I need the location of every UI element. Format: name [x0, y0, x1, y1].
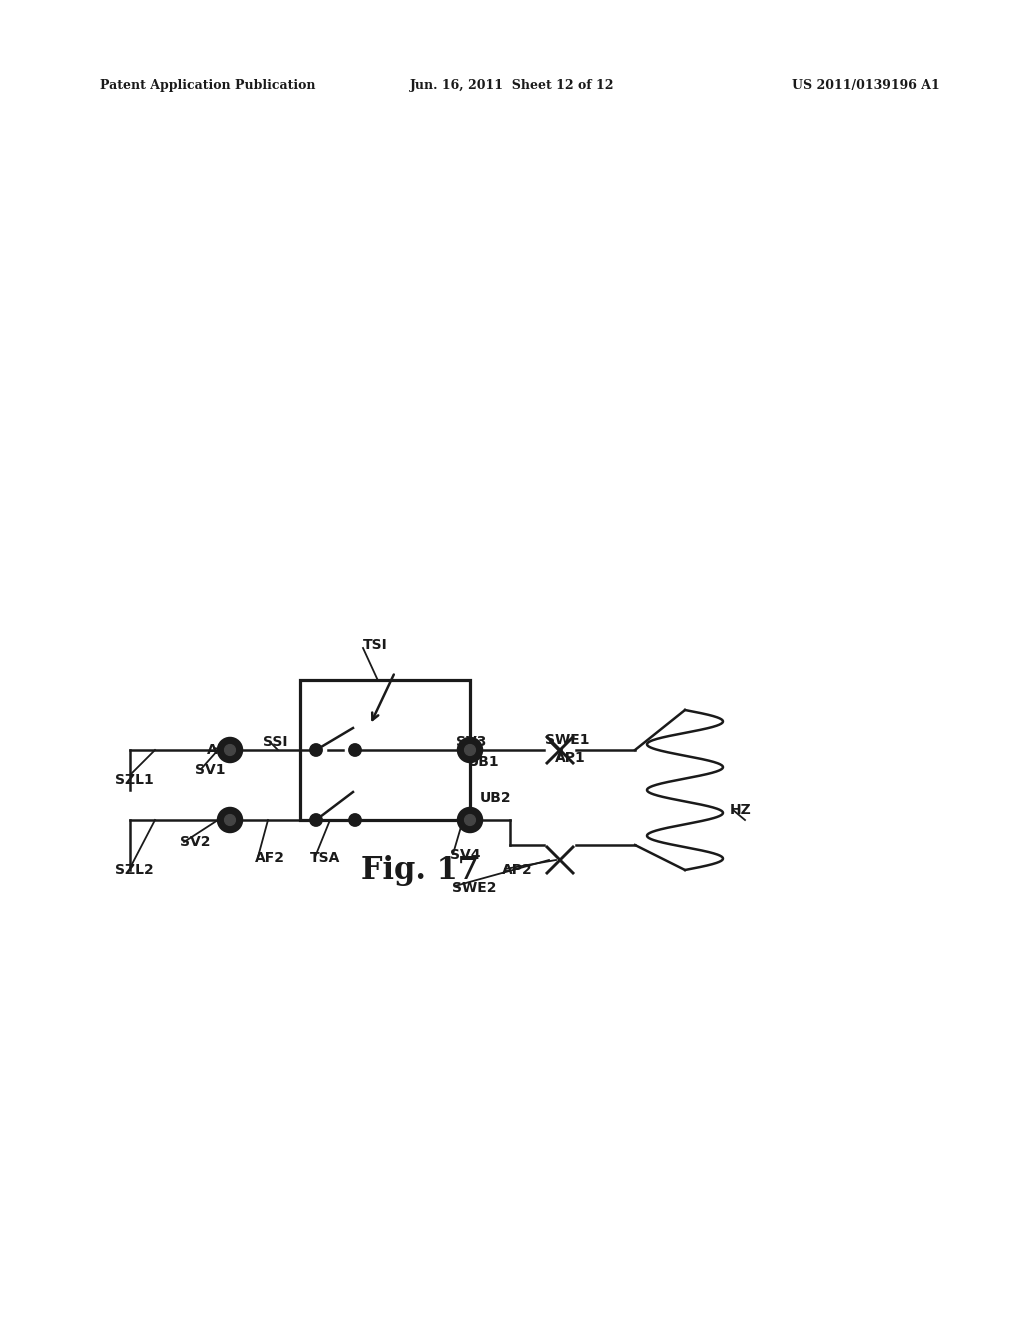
Text: UB2: UB2: [480, 791, 512, 805]
Text: HZ: HZ: [730, 803, 752, 817]
Circle shape: [218, 738, 242, 762]
Text: SWE2: SWE2: [452, 880, 497, 895]
Circle shape: [349, 814, 361, 826]
Text: SV3: SV3: [456, 735, 486, 748]
Text: US 2011/0139196 A1: US 2011/0139196 A1: [793, 78, 940, 91]
Circle shape: [224, 744, 236, 755]
Circle shape: [458, 808, 482, 832]
Text: SZL2: SZL2: [115, 863, 154, 876]
Text: TSA: TSA: [310, 851, 340, 865]
Text: SSI: SSI: [263, 735, 288, 748]
Text: AP1: AP1: [555, 751, 586, 766]
Text: Fig. 17: Fig. 17: [361, 854, 479, 886]
Text: SWE1: SWE1: [545, 733, 590, 747]
Text: AF1: AF1: [207, 743, 237, 756]
Text: AF2: AF2: [255, 851, 285, 865]
Text: UB1: UB1: [468, 755, 500, 770]
Text: SV1: SV1: [195, 763, 225, 777]
Circle shape: [465, 744, 475, 755]
Text: AP2: AP2: [502, 863, 532, 876]
Text: SZL1: SZL1: [115, 774, 154, 787]
Text: SV2: SV2: [180, 836, 211, 849]
Text: Patent Application Publication: Patent Application Publication: [100, 78, 315, 91]
Circle shape: [465, 814, 475, 825]
Text: TSI: TSI: [362, 638, 388, 652]
Circle shape: [349, 744, 361, 756]
Circle shape: [310, 814, 322, 826]
Circle shape: [224, 814, 236, 825]
Text: SV4: SV4: [450, 847, 480, 862]
Text: Jun. 16, 2011  Sheet 12 of 12: Jun. 16, 2011 Sheet 12 of 12: [410, 78, 614, 91]
Bar: [300, 680, 470, 820]
Circle shape: [458, 738, 482, 762]
Circle shape: [218, 808, 242, 832]
Circle shape: [310, 744, 322, 756]
